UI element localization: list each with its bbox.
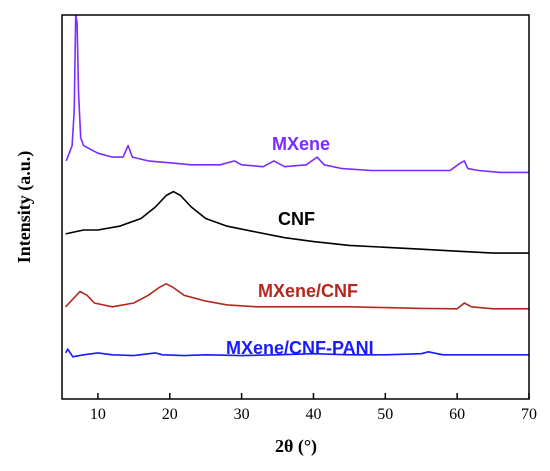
x-tick-label-40: 40 [305,406,321,423]
x-tick-label-10: 10 [90,406,106,423]
series-line-mxene-cnf [65,282,529,310]
x-tick-label-30: 30 [234,406,250,423]
series-line-mxene-cnf-pani [64,348,529,358]
series-label-cnf: CNF [278,209,315,229]
series-label-mxene-cnf-pani: MXene/CNF-PANI [226,338,374,358]
x-tick-label-60: 60 [449,406,465,423]
series-labels: MXene CNF MXene/CNF MXene/CNF-PANI [226,134,374,358]
x-axis-title: 2θ (°) [275,436,317,457]
y-axis-title: Intensity (a.u.) [14,151,35,264]
series-line-cnf [65,190,529,254]
series-layer [64,14,529,358]
series-label-mxene-cnf: MXene/CNF [258,281,358,301]
plot-frame [61,14,530,400]
x-tick-label-70: 70 [521,406,537,423]
x-tick-label-50: 50 [377,406,393,423]
x-tick-label-20: 20 [162,406,178,423]
series-label-mxene: MXene [272,134,330,154]
x-axis-ticks: 10 20 30 40 50 60 70 [90,393,537,423]
series-line-mxene [65,14,529,174]
